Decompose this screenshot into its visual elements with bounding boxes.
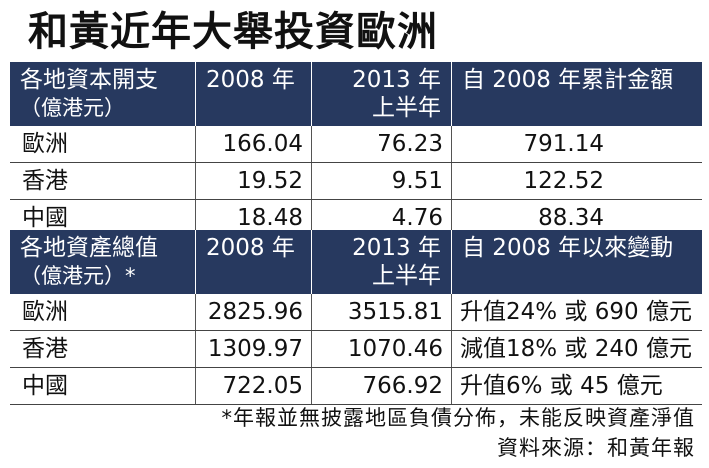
header-region-col: 各地資產總值 （億港元）* bbox=[10, 230, 196, 294]
change-cell: 升值24% 或 690 億元 bbox=[460, 299, 692, 325]
table-row: 香港 19.52 9.51 122.52 bbox=[10, 163, 702, 200]
header-2008-label: 2008 年 bbox=[206, 67, 295, 93]
total-cell: 122.52 bbox=[523, 168, 604, 194]
value-2008-cell: 1309.97 bbox=[196, 331, 312, 367]
header-total-col: 自 2008 年累計金額 bbox=[452, 62, 702, 126]
value-2013-cell: 9.51 bbox=[312, 163, 452, 199]
value-2013-cell: 76.23 bbox=[312, 126, 452, 162]
value-2013-cell: 766.92 bbox=[312, 368, 452, 404]
header-region-label: 各地資本開支 bbox=[20, 67, 158, 93]
header-2013-col: 2013 年 上半年 bbox=[312, 230, 452, 294]
table-row: 中國 722.05 766.92 升值6% 或 45 億元 bbox=[10, 368, 702, 405]
region-cell: 中國 bbox=[10, 368, 196, 404]
total-cell: 791.14 bbox=[523, 131, 604, 157]
table-row: 歐洲 2825.96 3515.81 升值24% 或 690 億元 bbox=[10, 294, 702, 331]
header-unit-label: （億港元） bbox=[20, 96, 125, 120]
header-2008-col: 2008 年 bbox=[196, 230, 312, 294]
change-cell: 升值6% 或 45 億元 bbox=[460, 373, 663, 399]
value-2008-cell: 18.48 bbox=[196, 200, 312, 236]
region-cell: 香港 bbox=[10, 163, 196, 199]
header-2013-sub-label: 上半年 bbox=[372, 95, 441, 121]
header-2013-label: 2013 年 bbox=[352, 67, 441, 93]
capex-table-header: 各地資本開支 （億港元） 2008 年 2013 年 上半年 自 2008 年累… bbox=[10, 62, 702, 126]
region-cell: 歐洲 bbox=[10, 126, 196, 162]
value-2013-cell: 1070.46 bbox=[312, 331, 452, 367]
header-2013-col: 2013 年 上半年 bbox=[312, 62, 452, 126]
change-cell: 減值18% 或 240 億元 bbox=[460, 336, 692, 362]
header-unit-label: （億港元）* bbox=[20, 264, 136, 288]
assets-table-header: 各地資產總值 （億港元）* 2008 年 2013 年 上半年 自 2008 年… bbox=[10, 230, 702, 294]
value-2008-cell: 722.05 bbox=[196, 368, 312, 404]
table-row: 香港 1309.97 1070.46 減值18% 或 240 億元 bbox=[10, 331, 702, 368]
header-region-label: 各地資產總值 bbox=[20, 235, 158, 261]
value-2008-cell: 166.04 bbox=[196, 126, 312, 162]
header-change-col: 自 2008 年以來變動 bbox=[452, 230, 702, 294]
value-2013-cell: 3515.81 bbox=[312, 294, 452, 330]
region-cell: 歐洲 bbox=[10, 294, 196, 330]
header-2013-sub-label: 上半年 bbox=[372, 263, 441, 289]
total-cell: 88.34 bbox=[538, 205, 604, 231]
header-2008-label: 2008 年 bbox=[206, 235, 295, 261]
region-cell: 中國 bbox=[10, 200, 196, 236]
header-2008-col: 2008 年 bbox=[196, 62, 312, 126]
source-note: 資料來源：和黃年報 bbox=[497, 436, 695, 460]
footnote: *年報並無披露地區負債分佈，未能反映資產淨值 bbox=[221, 406, 695, 430]
header-region-col: 各地資本開支 （億港元） bbox=[10, 62, 196, 126]
value-2013-cell: 4.76 bbox=[312, 200, 452, 236]
page-title: 和黃近年大舉投資歐洲 bbox=[28, 9, 438, 55]
header-total-label: 自 2008 年累計金額 bbox=[462, 67, 674, 93]
capex-table: 各地資本開支 （億港元） 2008 年 2013 年 上半年 自 2008 年累… bbox=[10, 62, 702, 237]
table-row: 中國 18.48 4.76 88.34 bbox=[10, 200, 702, 237]
value-2008-cell: 19.52 bbox=[196, 163, 312, 199]
value-2008-cell: 2825.96 bbox=[196, 294, 312, 330]
header-2013-label: 2013 年 bbox=[352, 235, 441, 261]
table-row: 歐洲 166.04 76.23 791.14 bbox=[10, 126, 702, 163]
assets-table: 各地資產總值 （億港元）* 2008 年 2013 年 上半年 自 2008 年… bbox=[10, 230, 702, 405]
region-cell: 香港 bbox=[10, 331, 196, 367]
header-change-label: 自 2008 年以來變動 bbox=[462, 235, 674, 261]
